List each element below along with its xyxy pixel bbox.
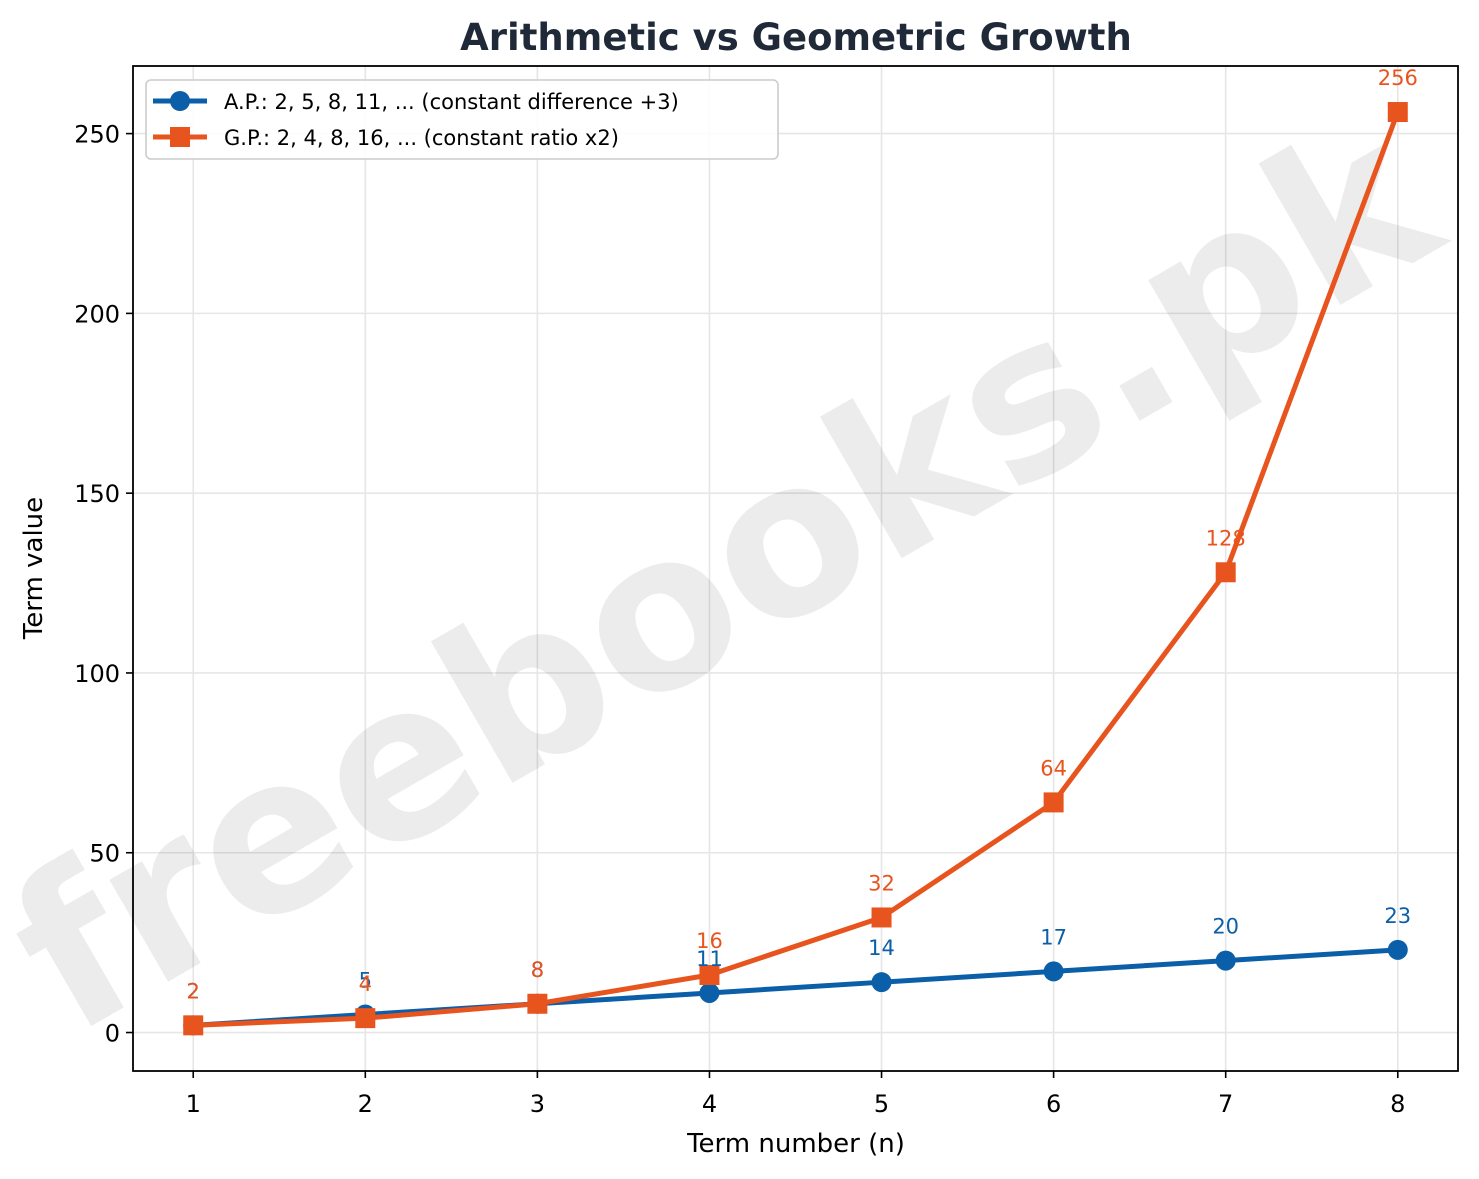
x-tick-label: 1 — [186, 1090, 201, 1118]
plot-area — [183, 102, 1408, 1036]
ap-point — [871, 972, 892, 993]
x-tick-label: 3 — [530, 1090, 545, 1118]
plot-frame — [132, 65, 1459, 1072]
y-tick-label: 250 — [74, 121, 120, 149]
gp-point — [1387, 102, 1408, 123]
ap-data-label: 2 — [187, 979, 200, 1003]
legend-square-marker — [170, 127, 190, 147]
x-tick-label: 2 — [358, 1090, 373, 1118]
legend-circle-marker — [170, 91, 190, 111]
gp-data-label: 32 — [868, 871, 895, 895]
ap-data-label: 23 — [1384, 904, 1411, 928]
ap-data-label: 14 — [868, 936, 895, 960]
x-axis-label: Term number (n) — [686, 1129, 905, 1159]
legend-box — [145, 79, 779, 160]
ap-point — [1043, 961, 1064, 982]
ap-data-label: 8 — [531, 958, 544, 982]
ap-data-label: 20 — [1212, 915, 1239, 939]
legend-label: A.P.: 2, 5, 8, 11, ... (constant differe… — [224, 90, 679, 114]
y-tick-label: 50 — [89, 840, 120, 868]
x-tick-label: 5 — [874, 1090, 889, 1118]
ap-data-label: 5 — [359, 969, 372, 993]
ap-point — [1215, 950, 1236, 971]
y-tick-label: 200 — [74, 300, 120, 328]
ap-data-label: 17 — [1040, 925, 1067, 949]
x-tick-label: 7 — [1218, 1090, 1233, 1118]
ap-point — [699, 982, 720, 1003]
legend-label: G.P.: 2, 4, 8, 16, ... (constant ratio x… — [224, 126, 619, 150]
gp-data-label: 2 — [187, 979, 200, 1003]
y-tick-label: 0 — [105, 1020, 120, 1048]
x-tick-label: 4 — [702, 1090, 717, 1118]
gp-data-label: 4 — [359, 972, 372, 996]
gp-point — [355, 1008, 376, 1029]
gp-data-label: 128 — [1206, 526, 1246, 550]
y-tick-label: 100 — [74, 660, 120, 688]
gp-point — [871, 907, 892, 928]
y-tick-label: 150 — [74, 480, 120, 508]
gp-data-label: 8 — [531, 958, 544, 982]
gp-point — [1215, 562, 1236, 583]
gp-data-label: 16 — [696, 929, 723, 953]
gp-data-label: 64 — [1040, 756, 1067, 780]
series-line-gp — [193, 111, 1401, 1028]
gp-point — [183, 1015, 204, 1036]
x-tick-label: 8 — [1390, 1090, 1405, 1118]
gp-data-label: 256 — [1378, 66, 1418, 90]
series-line-ap — [193, 947, 1398, 1028]
gp-point — [1043, 792, 1064, 813]
ap-data-label: 11 — [696, 947, 723, 971]
gp-point — [527, 993, 548, 1014]
grid — [133, 66, 1458, 1071]
legend: A.P.: 2, 5, 8, 11, ... (constant differe… — [145, 79, 779, 160]
x-tick-label: 6 — [1046, 1090, 1061, 1118]
y-axis-label: Term value — [19, 497, 49, 640]
ap-point — [1387, 939, 1408, 960]
chart-title: Arithmetic vs Geometric Growth — [460, 16, 1132, 59]
gp-point — [699, 964, 720, 985]
